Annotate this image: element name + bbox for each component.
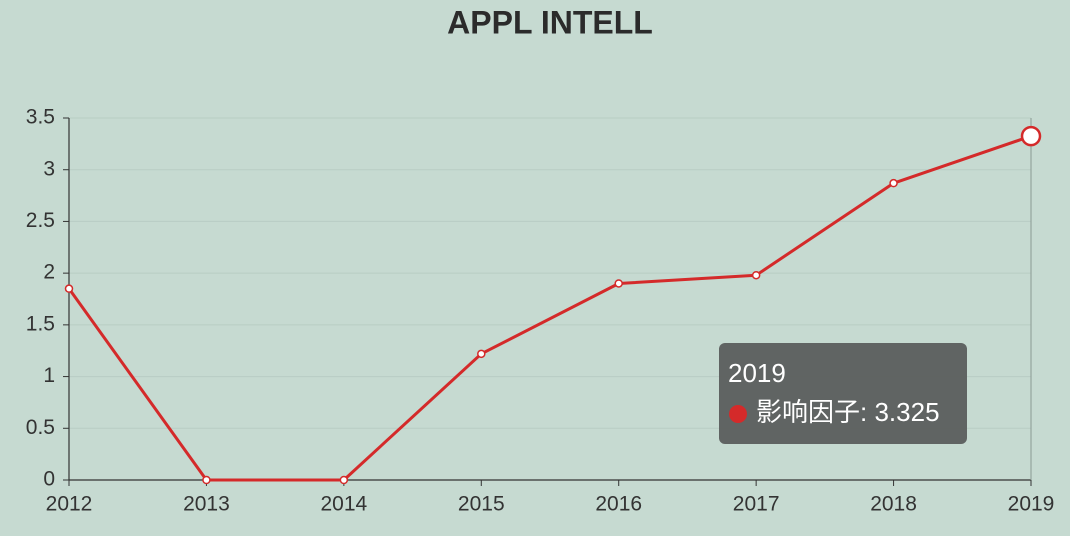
tooltip-title: 2019 <box>728 358 786 388</box>
data-point <box>477 349 486 359</box>
data-point <box>202 475 211 485</box>
tooltip-series-name: 影响因子 <box>756 397 860 427</box>
data-point <box>889 178 898 188</box>
y-tick-label: 0.5 <box>26 416 55 439</box>
x-tick-label: 2019 <box>1008 493 1055 516</box>
data-point <box>64 284 74 293</box>
data-point <box>751 270 761 280</box>
tooltip: 2019 影响因子: 3.325 <box>719 343 967 444</box>
tooltip-separator: : <box>860 397 874 427</box>
tooltip-marker <box>729 405 747 423</box>
data-point <box>1020 125 1042 147</box>
y-tick-label: 0 <box>43 468 55 491</box>
chart-title: APPL INTELL <box>447 4 653 40</box>
x-tick-label: 2015 <box>458 493 505 516</box>
x-tick-label: 2013 <box>183 493 230 516</box>
x-tick-label: 2014 <box>320 493 367 516</box>
tooltip-value: 3.325 <box>874 397 939 427</box>
tooltip-box <box>719 343 967 444</box>
tooltip-text: 影响因子: 3.325 <box>756 397 940 427</box>
y-tick-label: 1.5 <box>26 312 55 335</box>
y-tick-label: 3 <box>43 157 55 180</box>
data-point <box>339 475 349 485</box>
data-point <box>614 279 623 288</box>
y-tick-label: 1 <box>43 364 55 387</box>
line-series <box>67 134 1032 482</box>
y-tick-label: 2.5 <box>26 209 55 232</box>
y-tick-label: 3.5 <box>26 106 55 129</box>
x-tick-label: 2018 <box>870 493 917 516</box>
x-tick-label: 2017 <box>733 493 780 516</box>
y-tick-label: 2 <box>43 261 55 284</box>
plot-area: 0 0.5 1 1.5 2 2.5 3 3.5 2012 2013 2014 2015 2016 2017… <box>26 106 1055 516</box>
x-tick-label: 2012 <box>46 493 93 516</box>
x-tick-label: 2016 <box>595 493 642 516</box>
